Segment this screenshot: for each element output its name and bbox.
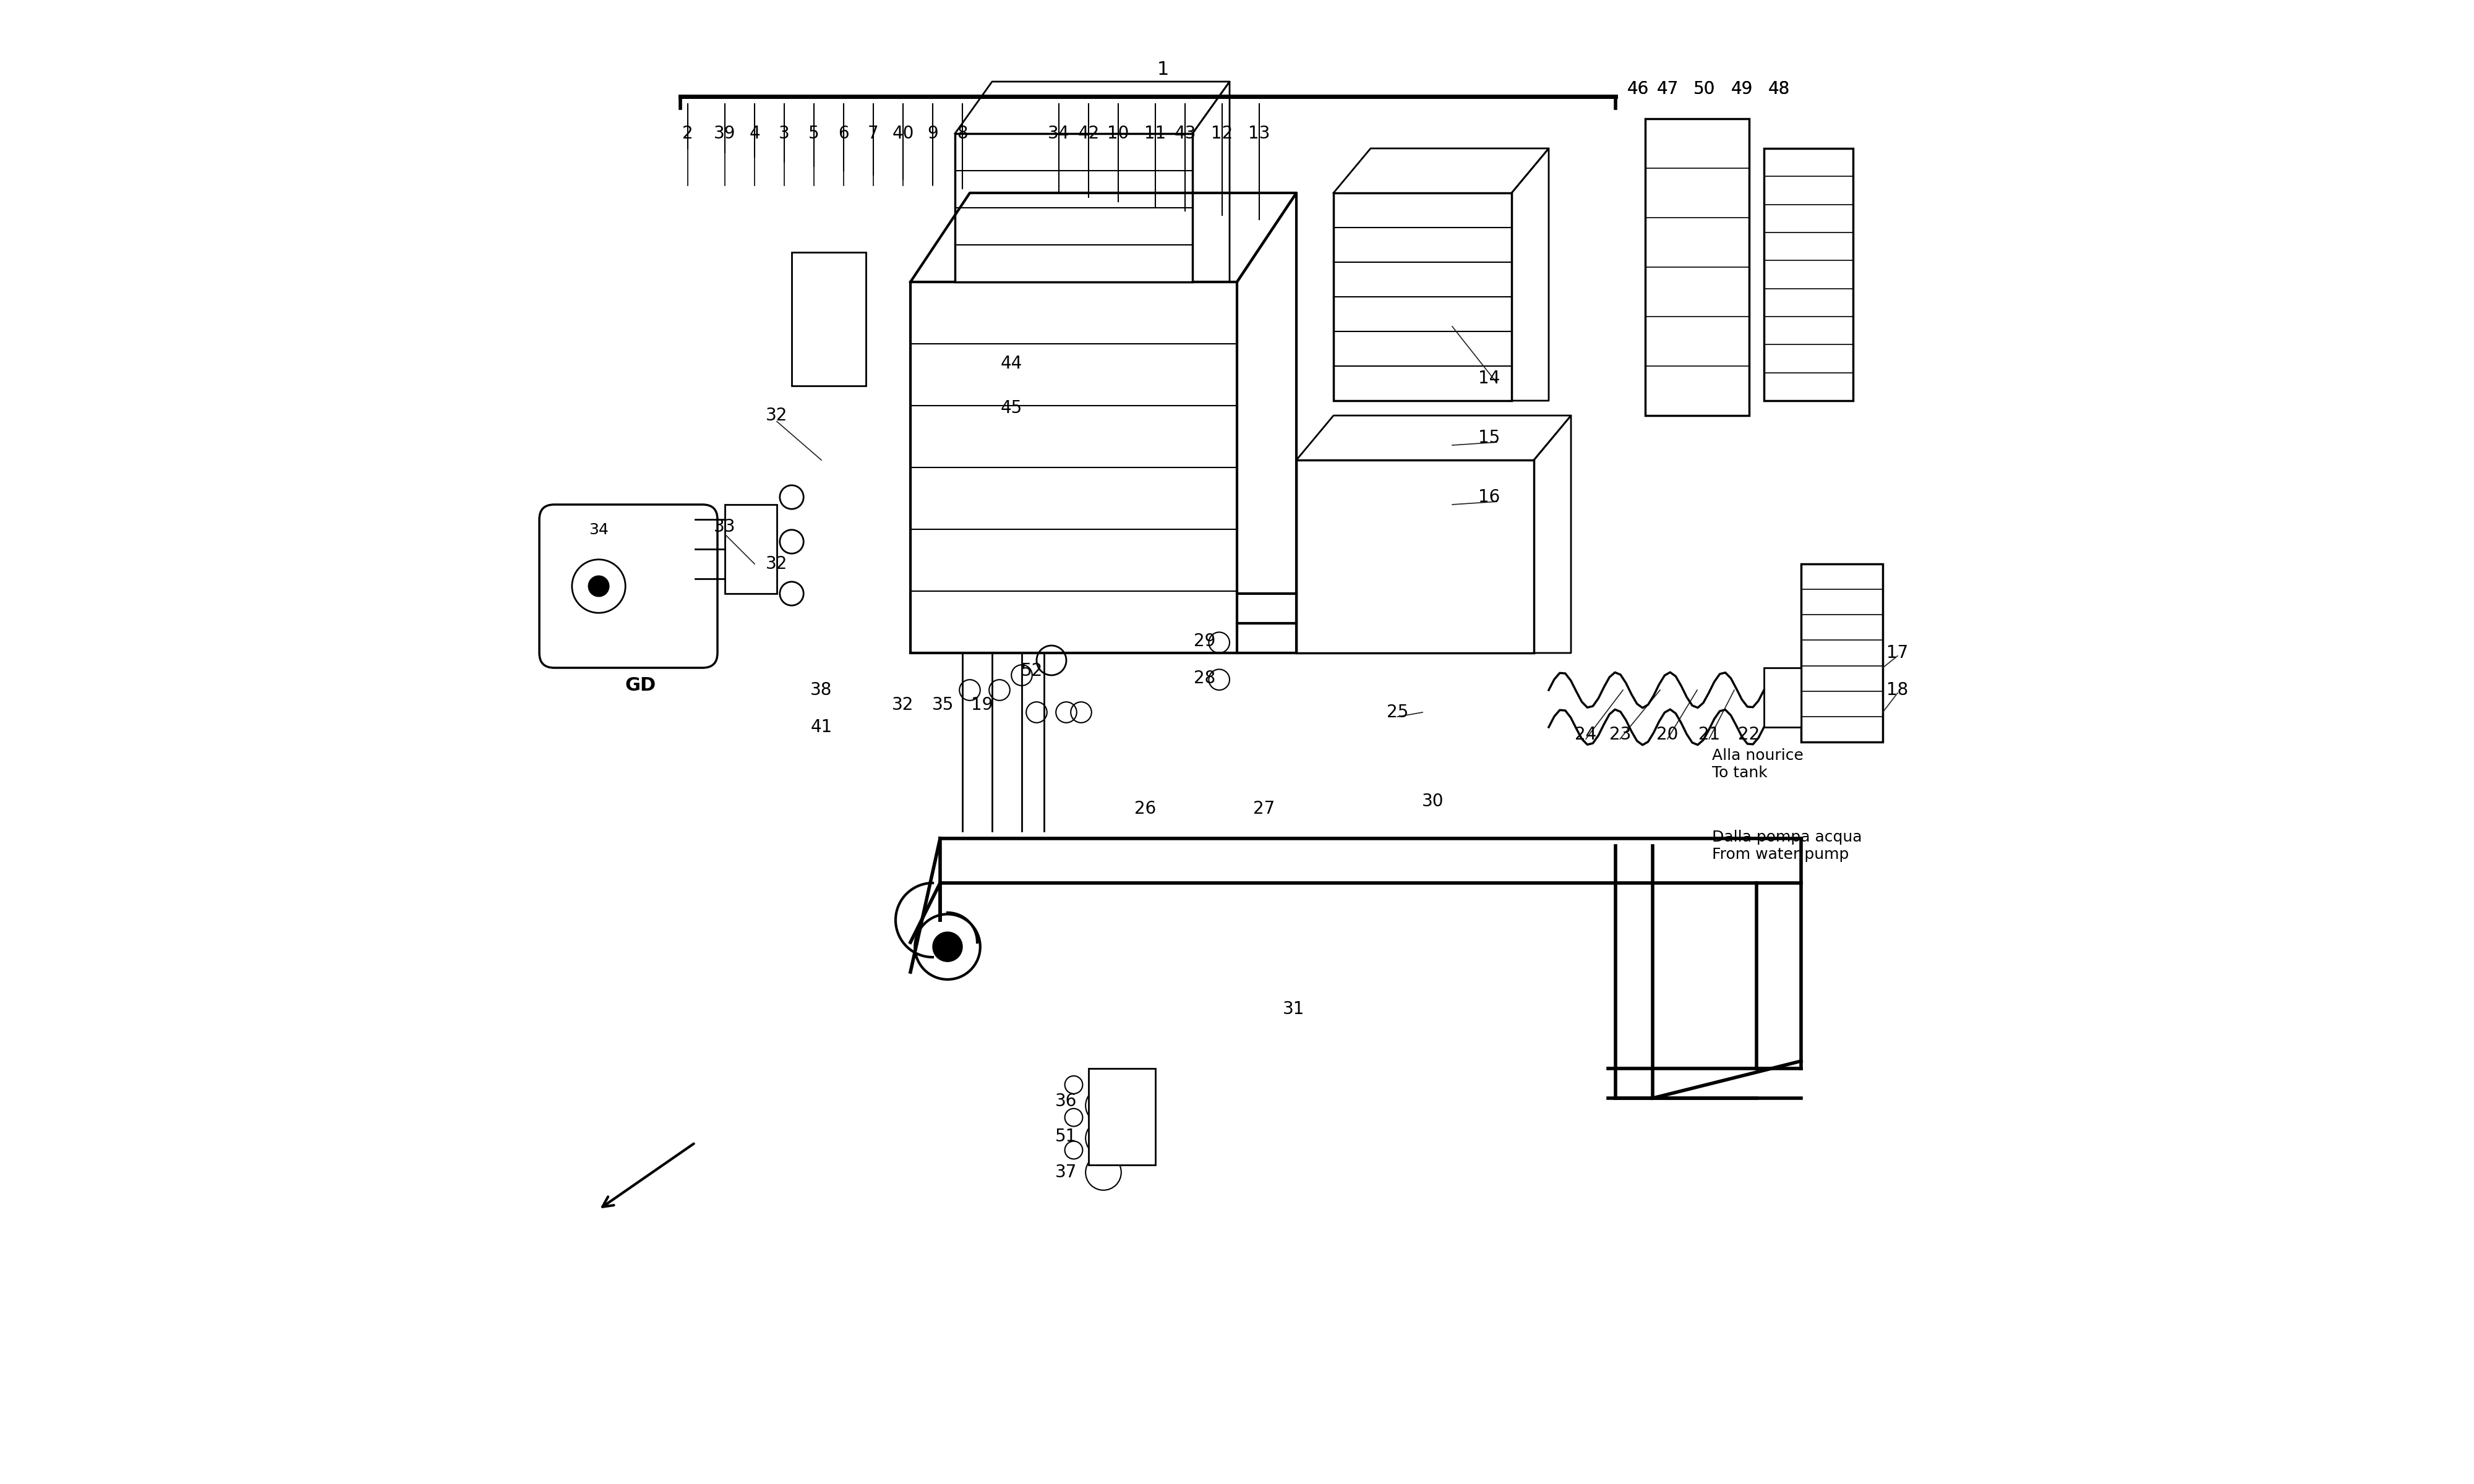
Text: 15: 15 (1479, 429, 1499, 447)
Text: Alla nourice
To tank: Alla nourice To tank (1712, 748, 1804, 781)
Text: 19: 19 (970, 696, 992, 714)
Text: 32: 32 (767, 555, 787, 573)
Text: 6: 6 (839, 125, 849, 142)
Text: 48: 48 (1769, 80, 1789, 98)
Text: 35: 35 (933, 696, 955, 714)
Text: 52: 52 (1022, 662, 1044, 680)
Text: 22: 22 (1739, 726, 1759, 743)
Text: 20: 20 (1658, 726, 1677, 743)
Text: 50: 50 (1695, 80, 1714, 98)
Text: 25: 25 (1385, 703, 1408, 721)
Text: 7: 7 (868, 125, 878, 142)
Text: 34: 34 (589, 522, 609, 537)
Bar (725, 505, 777, 594)
Text: 23: 23 (1608, 726, 1630, 743)
Text: 29: 29 (1192, 632, 1215, 650)
Text: 9: 9 (928, 125, 938, 142)
FancyBboxPatch shape (539, 505, 717, 668)
Circle shape (589, 576, 609, 597)
Text: 14: 14 (1479, 370, 1499, 387)
Bar (955, 134, 1192, 282)
Bar (1801, 564, 1883, 742)
Text: 12: 12 (1212, 125, 1232, 142)
Text: 3: 3 (779, 125, 789, 142)
Bar (1333, 193, 1512, 401)
Text: 49: 49 (1732, 80, 1752, 98)
Text: 16: 16 (1479, 488, 1499, 506)
Text: 34: 34 (1049, 125, 1069, 142)
Text: Dalla pompa acqua
From water pump: Dalla pompa acqua From water pump (1712, 830, 1863, 862)
Text: 42: 42 (1079, 125, 1098, 142)
Text: 1: 1 (1158, 61, 1168, 79)
Text: 46: 46 (1628, 80, 1648, 98)
Text: 4: 4 (750, 125, 760, 142)
Text: 5: 5 (809, 125, 819, 142)
Text: 39: 39 (715, 125, 735, 142)
Text: 11: 11 (1145, 125, 1165, 142)
Text: 49: 49 (1732, 80, 1752, 98)
Text: 32: 32 (893, 696, 913, 714)
Text: 24: 24 (1576, 726, 1596, 743)
Text: 41: 41 (811, 718, 831, 736)
Text: 40: 40 (893, 125, 913, 142)
Text: 13: 13 (1249, 125, 1269, 142)
Text: 32: 32 (767, 407, 787, 424)
Text: 50: 50 (1695, 80, 1714, 98)
Text: 51: 51 (1056, 1128, 1076, 1146)
Text: 37: 37 (1056, 1163, 1076, 1181)
Text: 33: 33 (715, 518, 735, 536)
Bar (1089, 1068, 1155, 1165)
Text: 31: 31 (1282, 1000, 1304, 1018)
Text: 21: 21 (1697, 726, 1719, 743)
Text: 18: 18 (1888, 681, 1907, 699)
Text: 36: 36 (1056, 1092, 1076, 1110)
Text: 45: 45 (999, 399, 1022, 417)
Text: 28: 28 (1192, 669, 1215, 687)
Text: 26: 26 (1133, 800, 1155, 818)
Text: 47: 47 (1658, 80, 1677, 98)
Bar (1296, 460, 1534, 653)
Text: 46: 46 (1628, 80, 1648, 98)
Text: 44: 44 (999, 355, 1022, 372)
Circle shape (933, 932, 962, 962)
Bar (1764, 148, 1853, 401)
Text: 30: 30 (1423, 792, 1445, 810)
Bar (792, 252, 866, 386)
Bar (910, 282, 1237, 653)
Bar (1764, 668, 1801, 727)
Text: 8: 8 (957, 125, 967, 142)
Text: 43: 43 (1175, 125, 1195, 142)
Text: 17: 17 (1888, 644, 1907, 662)
Text: 27: 27 (1252, 800, 1274, 818)
Text: 47: 47 (1658, 80, 1677, 98)
Text: GD: GD (626, 677, 656, 695)
Text: 38: 38 (811, 681, 831, 699)
Bar (1645, 119, 1749, 416)
Text: 48: 48 (1769, 80, 1789, 98)
Text: 10: 10 (1108, 125, 1128, 142)
Text: 2: 2 (683, 125, 693, 142)
